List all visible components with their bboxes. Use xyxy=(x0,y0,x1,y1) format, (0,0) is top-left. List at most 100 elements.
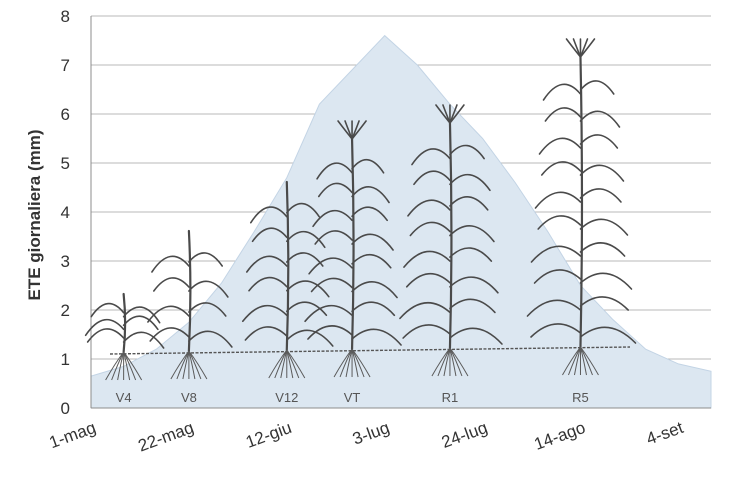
x-tick-label: 3-lug xyxy=(350,418,392,449)
growth-stage-label: V4 xyxy=(116,390,132,405)
corn-leaf xyxy=(449,225,495,243)
corn-leaf xyxy=(530,245,582,263)
soil-line xyxy=(109,346,631,355)
corn-tassel xyxy=(449,104,465,124)
corn-leaf xyxy=(579,134,619,149)
corn-leaf xyxy=(537,215,582,230)
corn-leaf xyxy=(544,107,582,122)
corn-leaf xyxy=(579,164,625,182)
growth-stage-label: V8 xyxy=(181,390,197,405)
corn-leaf xyxy=(245,255,288,273)
corn-root xyxy=(580,346,599,376)
corn-leaf xyxy=(188,280,229,298)
corn-leaf xyxy=(449,174,491,192)
corn-stem xyxy=(448,121,453,350)
corn-leaf xyxy=(90,302,125,318)
corn-leaf xyxy=(351,281,398,299)
corn-leaf xyxy=(579,296,629,311)
corn-leaf xyxy=(285,301,328,317)
x-tick-labels: 1-mag 22-mag 12-giu 3-lug 24-lug 14-ago 4-set xyxy=(47,418,686,456)
corn-tassel xyxy=(572,38,582,58)
corn-leaf xyxy=(405,273,451,288)
corn-leaf xyxy=(449,298,496,314)
corn-leaf xyxy=(351,233,394,251)
corn-leaf xyxy=(540,161,582,176)
corn-leaf xyxy=(151,255,190,273)
corn-leaf xyxy=(314,230,353,245)
corn-leaf xyxy=(403,250,451,268)
corn-root xyxy=(117,351,125,381)
corn-leaf xyxy=(244,326,288,341)
x-tick-label: 4-set xyxy=(644,418,686,449)
x-tick-label: 22-mag xyxy=(136,418,197,456)
corn-plant xyxy=(304,120,402,378)
corn-leaf xyxy=(84,319,125,337)
y-tick-label: 6 xyxy=(61,105,70,124)
corn-leaf xyxy=(579,242,626,257)
ete-area xyxy=(90,34,712,409)
corn-root xyxy=(573,346,581,376)
corn-leaf xyxy=(310,277,353,293)
corn-leaf xyxy=(188,302,227,317)
corn-leaf xyxy=(86,328,125,343)
corn-leaf xyxy=(579,188,622,203)
corn-leaf xyxy=(188,330,233,348)
corn-leaf xyxy=(147,305,190,323)
corn-leaf xyxy=(579,272,633,290)
corn-leaf xyxy=(351,186,390,204)
corn-leaf xyxy=(449,276,499,294)
corn-leaf xyxy=(407,199,451,217)
corn-plant xyxy=(147,229,233,380)
corn-root xyxy=(449,347,469,377)
corn-leaf xyxy=(449,327,503,345)
corn-tassel xyxy=(565,38,582,58)
y-axis-label: ETE giornaliera (mm) xyxy=(25,130,44,301)
corn-leaf xyxy=(285,329,334,347)
corn-stem xyxy=(579,55,584,349)
corn-stem xyxy=(350,137,355,351)
corn-leaf xyxy=(413,170,451,186)
corn-root xyxy=(443,347,451,377)
corn-leaf xyxy=(411,148,451,166)
x-tick-label: 12-giu xyxy=(243,418,294,452)
x-tick-label: 14-ago xyxy=(532,418,588,454)
corn-root xyxy=(123,351,143,381)
corn-leaf xyxy=(152,277,190,292)
corn-leaf xyxy=(241,305,288,323)
corn-leaf xyxy=(449,196,489,211)
corn-leaf xyxy=(579,110,621,128)
corn-root xyxy=(280,349,288,379)
corn-leaf xyxy=(542,83,582,101)
corn-stem xyxy=(285,180,290,352)
y-tick-label: 1 xyxy=(61,350,70,369)
corn-leaf xyxy=(251,227,288,243)
corn-leaf xyxy=(449,144,485,160)
corn-tassel xyxy=(579,38,589,58)
growth-stage-label: R5 xyxy=(572,390,589,405)
corn-leaf xyxy=(579,218,629,236)
corn-leaf xyxy=(351,254,392,269)
corn-leaf xyxy=(351,159,385,174)
corn-plant xyxy=(526,38,637,376)
corn-leaf xyxy=(312,210,353,228)
corn-leaf xyxy=(248,276,288,292)
growth-stage-label: R1 xyxy=(442,390,459,405)
corn-leaf xyxy=(526,299,582,317)
corn-tassel xyxy=(579,38,596,58)
corn-leaf xyxy=(188,252,223,267)
corn-leaf xyxy=(538,137,582,155)
corn-leaf xyxy=(122,315,159,331)
corn-leaf xyxy=(304,305,353,323)
corn-plant-illustrations xyxy=(84,38,637,381)
corn-leaf xyxy=(317,182,353,198)
corn-leaf xyxy=(149,327,190,342)
corn-leaf xyxy=(402,324,451,339)
corn-leaf xyxy=(579,80,615,95)
growth-stage-label: VT xyxy=(344,390,361,405)
y-tick-label: 2 xyxy=(61,301,70,320)
corn-root xyxy=(286,349,306,379)
growth-stage-labels: V4 V8 V12 VT R1 R5 xyxy=(116,390,589,405)
corn-plant xyxy=(399,104,503,377)
corn-tassel xyxy=(351,120,367,140)
corn-leaf xyxy=(533,269,582,284)
